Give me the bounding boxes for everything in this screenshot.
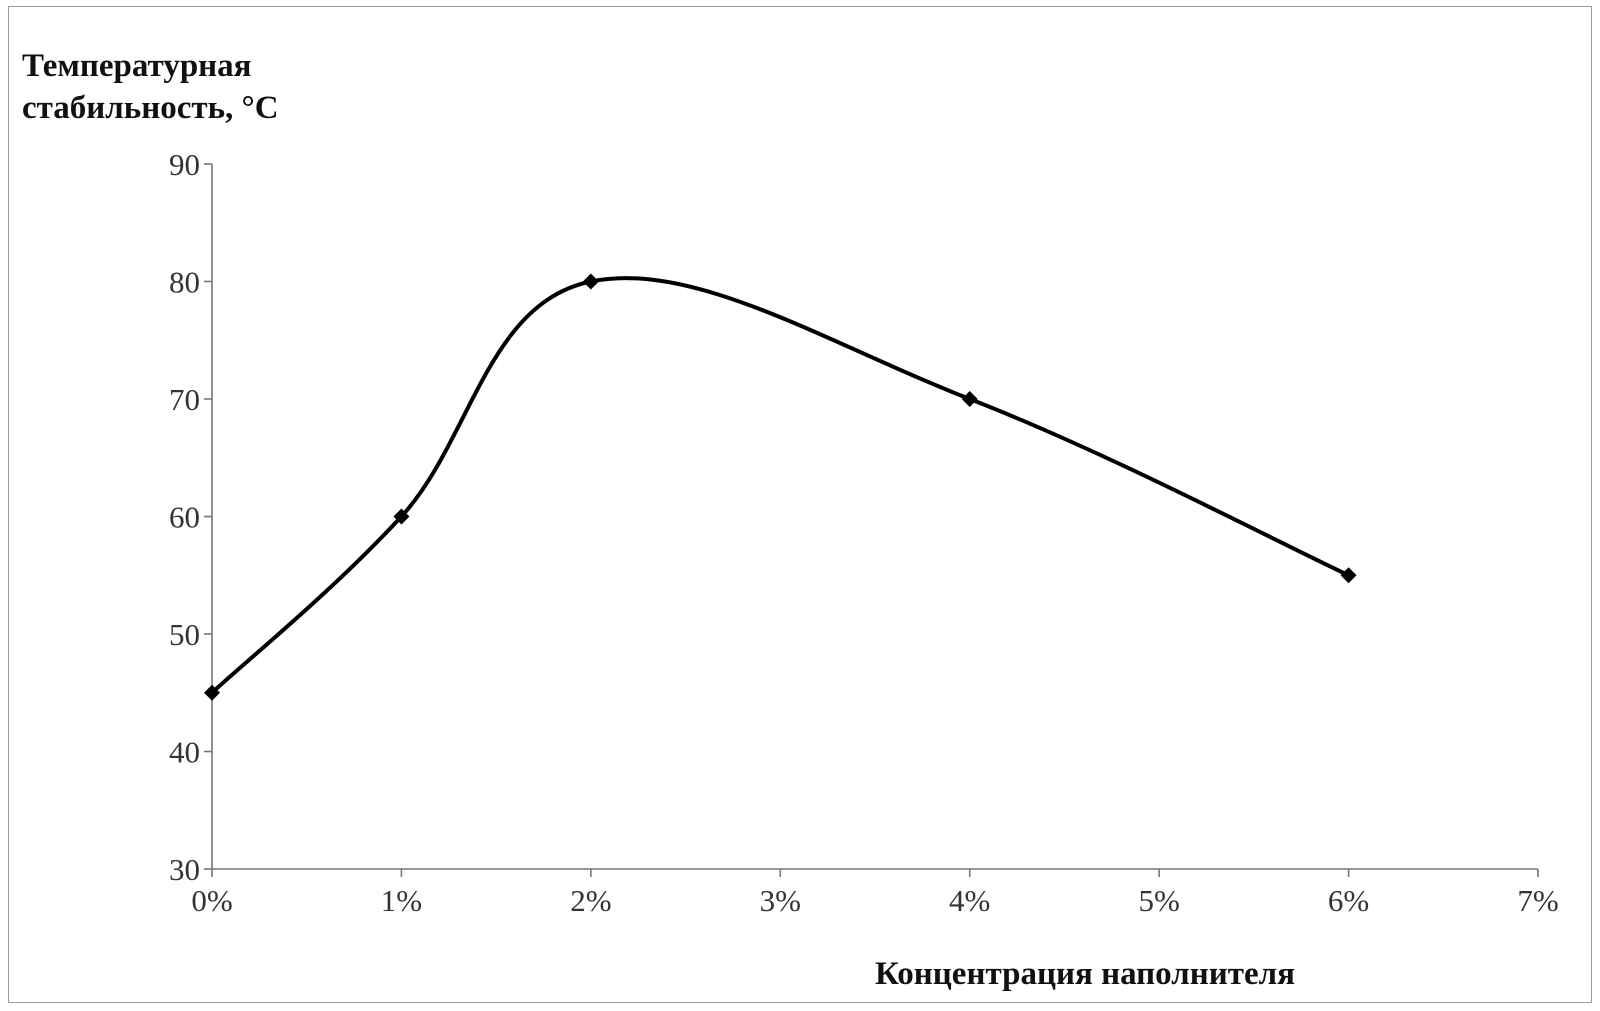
data-point-marker	[1340, 567, 1357, 584]
x-tick-label: 4%	[949, 883, 990, 918]
data-point-marker	[393, 508, 410, 525]
y-axis-ticks: 30 40 50 60 70 80 90	[169, 147, 212, 887]
y-tick-label: 30	[169, 852, 200, 887]
x-tick-label: 6%	[1328, 883, 1369, 918]
y-tick-label: 70	[169, 382, 200, 417]
x-axis-title: Концентрация наполнителя	[875, 956, 1295, 992]
x-axis-ticks: 0% 1% 2% 3% 4% 5% 6% 7%	[191, 869, 1559, 918]
y-tick-label: 90	[169, 147, 200, 182]
y-tick-label: 50	[169, 617, 200, 652]
data-point-marker	[204, 684, 220, 701]
axes	[211, 164, 1538, 870]
y-axis-title-line-2: стабильность, °С	[22, 90, 279, 126]
x-tick-label: 7%	[1517, 883, 1558, 918]
data-point-marker	[961, 391, 978, 407]
x-tick-label: 3%	[760, 883, 801, 918]
y-tick-label: 80	[169, 265, 200, 300]
chart-frame	[8, 6, 1592, 1003]
x-tick-label: 5%	[1138, 883, 1179, 918]
series-line	[210, 276, 1351, 695]
y-axis-title-line-1: Температурная	[22, 48, 252, 84]
x-tick-label: 0%	[191, 883, 232, 918]
y-tick-label: 40	[169, 735, 200, 770]
x-tick-label: 2%	[570, 883, 611, 918]
y-axis-title: Температурная стабильность, °С	[22, 48, 279, 126]
x-tick-label: 1%	[381, 883, 422, 918]
y-tick-label: 60	[169, 500, 200, 535]
series-layer	[204, 273, 1357, 701]
data-point-marker	[582, 273, 599, 290]
